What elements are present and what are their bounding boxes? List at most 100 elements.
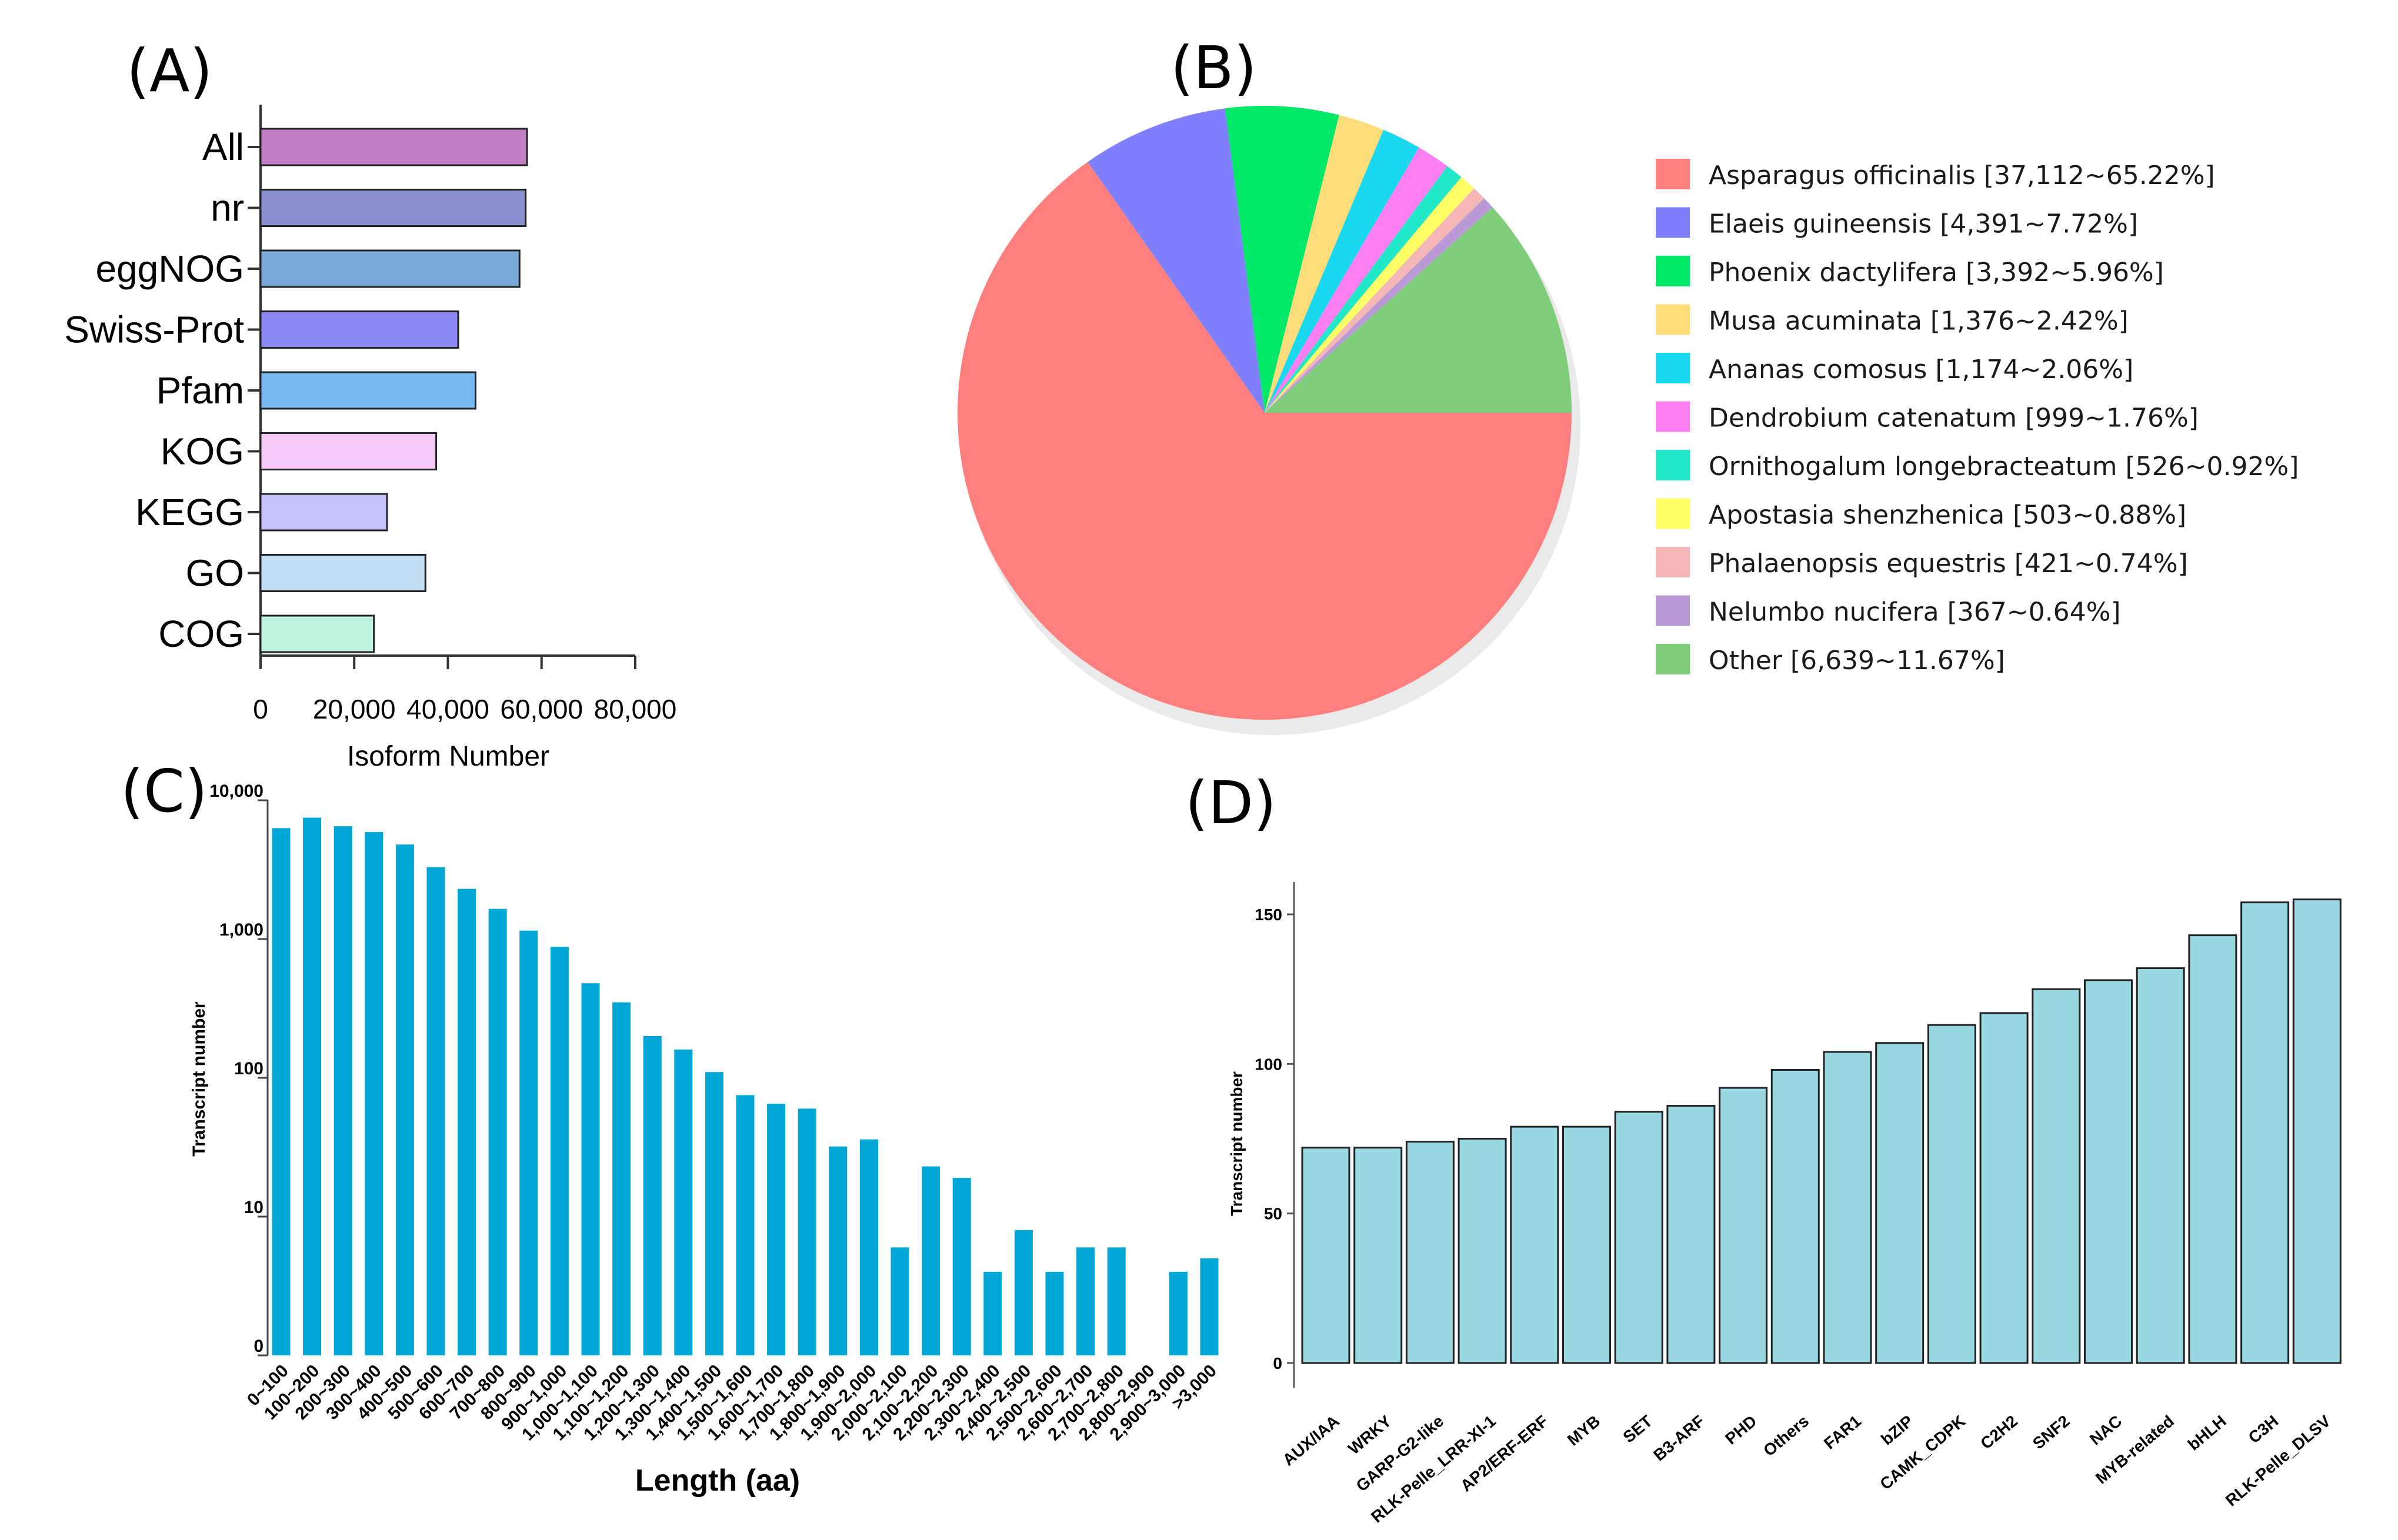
panel-d-bar xyxy=(1405,1141,1455,1364)
panel-d-category-label: SNF2 xyxy=(2029,1412,2073,1453)
legend-entry: Other [6,639~11.67%] xyxy=(1709,646,2005,676)
panel-a-category-label: KOG xyxy=(161,430,244,473)
panel-d-bar xyxy=(1979,1012,2029,1364)
panel-c-category-labels: 0~100100~200200~300300~400400~500500~600… xyxy=(244,1361,1220,1445)
panel-c-bar xyxy=(550,947,569,1355)
panel-a-category-labels: All nr eggNOG Swiss-Prot Pfam KOG KEGG GO COG xyxy=(64,126,244,655)
panel-c-bar xyxy=(519,930,538,1355)
pie-slice xyxy=(1265,147,1448,413)
pie-slice xyxy=(1265,115,1384,413)
panel-c-bar xyxy=(829,1146,848,1355)
panel-a-category-label: All xyxy=(202,126,244,168)
panel-c-bar xyxy=(395,844,414,1355)
legend-entry: Ananas comosus [1,174~2.06%] xyxy=(1709,355,2133,385)
panel-a-x-tick-label: 40,000 xyxy=(406,694,489,724)
legend-entry: Dendrobium catenatum [999~1.76%] xyxy=(1709,403,2199,433)
panel-c-bar xyxy=(1107,1247,1126,1355)
legend-swatch xyxy=(1656,595,1690,626)
panel-a-category-label: GO xyxy=(185,552,244,594)
panel-a-bar xyxy=(259,371,476,410)
panel-d-category-label: Others xyxy=(1760,1412,1812,1460)
panel-c-bar xyxy=(859,1139,878,1355)
legend-swatch xyxy=(1656,353,1690,383)
panel-d-bar xyxy=(1562,1125,1611,1364)
pie-slice xyxy=(1265,177,1475,413)
panel-d-bar xyxy=(2136,967,2185,1364)
panel-c-bar xyxy=(458,888,476,1355)
pie-slice xyxy=(1265,166,1462,413)
panel-d-bar xyxy=(2292,898,2342,1364)
panel-d-category-label: bHLH xyxy=(2184,1412,2230,1454)
panel-a-x-tick-label: 0 xyxy=(253,694,268,724)
panel-c-bar xyxy=(922,1166,940,1355)
panel-d-bar xyxy=(2240,901,2290,1364)
legend-swatch xyxy=(1656,401,1690,432)
legend-entry: Nelumbo nucifera [367~0.64%] xyxy=(1709,597,2121,627)
panel-c-y-tick-label: 10 xyxy=(244,1198,264,1217)
panel-a-bar xyxy=(259,189,527,227)
panel-d-label: (D) xyxy=(1185,769,1276,837)
panel-a-bar xyxy=(259,249,521,288)
panel-d-bar xyxy=(1614,1111,1663,1364)
panel-d-bar xyxy=(1927,1024,1976,1364)
legend-entry: Asparagus officinalis [37,112~65.22%] xyxy=(1709,161,2215,191)
legend-entry: Musa acuminata [1,376~2.42%] xyxy=(1709,306,2129,336)
panel-d-category-label: SET xyxy=(1619,1412,1656,1447)
panel-c-bar-chart: (C) 0 10 100 1,000 10,000 0~100100~200200~30… xyxy=(121,757,1220,1498)
panel-c-bar xyxy=(798,1108,816,1355)
panel-c-bar xyxy=(1169,1271,1188,1355)
panel-d-bar xyxy=(1875,1042,1925,1364)
panel-d-bar xyxy=(2032,988,2081,1364)
panel-c-label: (C) xyxy=(121,757,208,826)
panel-c-bar xyxy=(767,1104,786,1355)
panel-d-y-tick-label: 150 xyxy=(1255,906,1282,924)
panel-a-bar xyxy=(259,128,528,166)
panel-c-bar xyxy=(1200,1258,1219,1355)
panel-a-category-label: Swiss-Prot xyxy=(64,309,244,351)
panel-d-category-label: FAR1 xyxy=(1820,1412,1865,1453)
panel-c-bar xyxy=(581,983,600,1355)
panel-a-bar xyxy=(259,554,426,592)
panel-c-bar xyxy=(1045,1271,1064,1355)
panel-d-category-label: WRKY xyxy=(1345,1412,1395,1458)
pie-slice xyxy=(1265,207,1572,413)
panel-a-x-tick-label: 20,000 xyxy=(313,694,396,724)
panel-a-bar-chart: (A) All nr eggNOG Swiss-Prot Pfam KOG KEGG GO CO… xyxy=(64,36,676,772)
panel-c-bar xyxy=(365,832,383,1355)
panel-c-y-tick-label: 0 xyxy=(254,1337,264,1356)
panel-d-category-label: AP2/ERF-ERF xyxy=(1457,1412,1552,1495)
panel-d-y-ticks: 0 50 100 150 xyxy=(1255,906,1294,1372)
panel-c-bar xyxy=(891,1247,909,1355)
panel-a-bar xyxy=(259,493,388,532)
panel-a-bars xyxy=(248,128,528,653)
panel-d-bar xyxy=(1353,1147,1403,1364)
panel-c-y-tick-label: 100 xyxy=(234,1059,264,1078)
legend-swatch xyxy=(1656,498,1690,529)
panel-d-bar xyxy=(1823,1051,1872,1364)
panel-a-x-tick-label: 60,000 xyxy=(500,694,583,724)
panel-a-bar xyxy=(259,310,459,349)
legend-swatch xyxy=(1656,256,1690,286)
panel-d-category-label: C2H2 xyxy=(1977,1412,2021,1453)
pie-slice xyxy=(1265,198,1493,413)
panel-a-category-label: nr xyxy=(211,187,244,229)
pie-slice xyxy=(1265,129,1419,413)
legend-entry: Apostasia shenzhenica [503~0.88%] xyxy=(1709,500,2186,530)
panel-d-y-axis-title: Transcript number xyxy=(1228,1071,1246,1216)
legend-swatch xyxy=(1656,207,1690,238)
panel-a-label: (A) xyxy=(126,36,212,105)
legend-swatch xyxy=(1656,159,1690,189)
panel-d-bar xyxy=(1301,1147,1350,1364)
panel-a-bar xyxy=(259,432,438,470)
panel-d-category-label: C3H xyxy=(2245,1412,2282,1447)
panel-a-x-ticks: 0 20,000 40,000 60,000 80,000 xyxy=(253,656,676,724)
legend-swatch xyxy=(1656,547,1690,577)
pie-slice xyxy=(1225,105,1339,413)
panel-d-bar xyxy=(2188,934,2237,1364)
panel-c-bar xyxy=(983,1271,1002,1355)
panel-a-x-axis-title: Isoform Number xyxy=(347,741,549,772)
legend-swatch xyxy=(1656,304,1690,335)
panel-c-bar xyxy=(488,908,507,1355)
panel-d-category-label: AUX/IAA xyxy=(1279,1412,1343,1469)
panel-d-category-label: B3-ARF xyxy=(1650,1412,1708,1465)
